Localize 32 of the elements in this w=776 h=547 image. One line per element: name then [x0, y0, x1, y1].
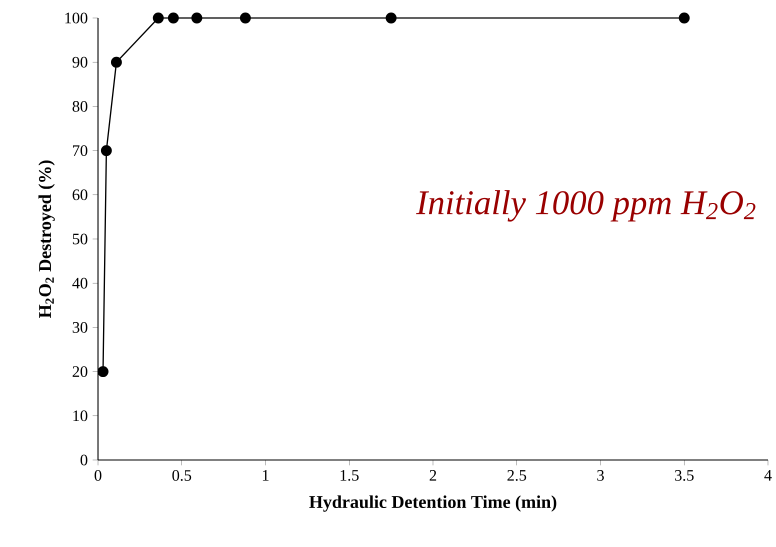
- y-tick-label: 100: [65, 12, 88, 24]
- y-tick-label: 90: [72, 56, 88, 68]
- point: [386, 12, 397, 24]
- x-tick-label: 1: [262, 470, 269, 481]
- x-tick-label: 0.5: [172, 470, 192, 481]
- y-tick-label: 70: [73, 145, 88, 156]
- x-axis-title: Hydraulic Detention Time (min): [309, 495, 556, 512]
- y-tick-label: 30: [72, 322, 88, 333]
- point: [98, 366, 108, 378]
- point: [110, 56, 122, 68]
- x-tick-label: 2: [430, 470, 436, 481]
- x-tick-label: 3.5: [675, 470, 694, 481]
- point: [168, 12, 179, 24]
- x-tick-label: 3: [597, 470, 604, 481]
- point: [240, 12, 251, 24]
- point: [152, 12, 164, 24]
- y-tick-label: 40: [72, 278, 88, 289]
- point: [100, 145, 112, 156]
- point: [678, 12, 690, 24]
- annotation: Initially 1000 ppm H$_{2}$O$_{2}$: [416, 190, 756, 222]
- y-tick-label: 80: [72, 100, 88, 112]
- y-tick-label: 10: [73, 410, 88, 422]
- x-tick-label: 2.5: [507, 470, 526, 481]
- y-tick-label: 20: [72, 366, 88, 377]
- x-tick-label: 4: [764, 470, 772, 481]
- y-axis-title: H$_{2}$O$_{2}$ Destroyed (%): [38, 160, 55, 318]
- x-tick-label: 1.5: [340, 470, 359, 481]
- y-tick-label: 50: [72, 234, 88, 244]
- x-tick-label: 0: [94, 470, 102, 481]
- y-tick-label: 60: [72, 189, 88, 200]
- y-tick-label: 0: [80, 454, 88, 466]
- point: [191, 12, 202, 24]
